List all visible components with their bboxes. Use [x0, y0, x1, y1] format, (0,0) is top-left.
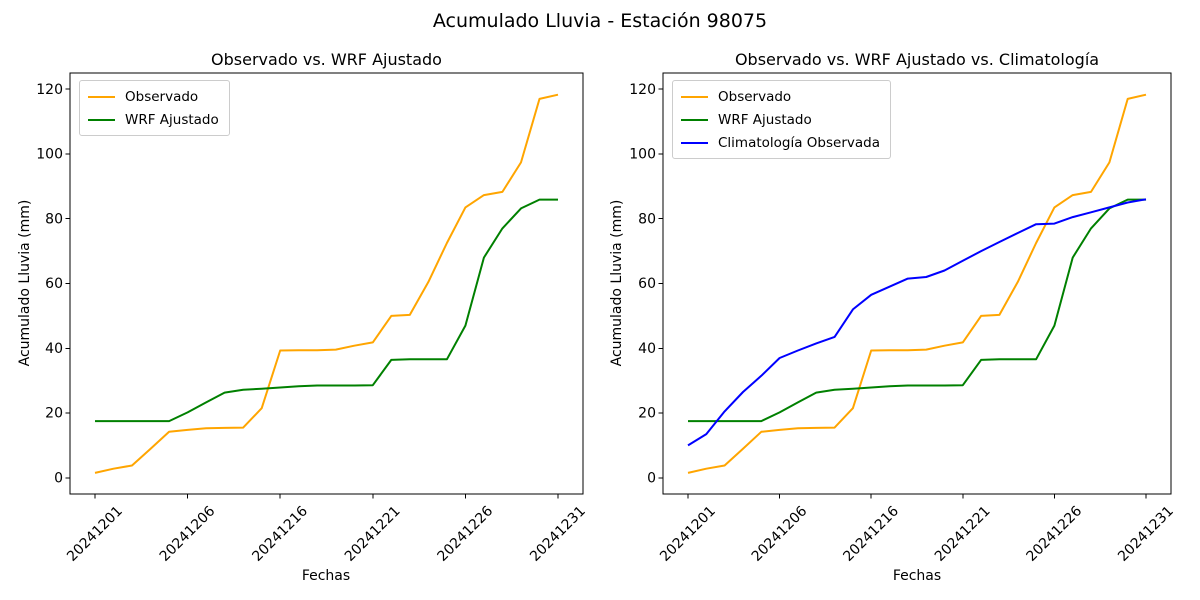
y-tick-label: 0: [54, 471, 63, 487]
legend-entry: Observado: [88, 86, 219, 107]
x-tick-label: 20241221: [342, 503, 404, 565]
axes-frame: [69, 72, 584, 495]
left-x-axis-label: Fechas: [301, 568, 351, 584]
y-tick-label: 80: [45, 211, 63, 227]
legend-entry: Climatología Observada: [681, 132, 880, 153]
legend-label: WRF Ajustado: [718, 111, 812, 128]
figure-title: Acumulado Lluvia - Estación 98075: [432, 10, 768, 32]
x-tick-label: 20241206: [749, 503, 811, 565]
x-tick-label: 20241231: [1115, 503, 1177, 565]
y-tick-label: 100: [36, 147, 63, 163]
wrf-line-sample: [88, 118, 115, 121]
x-tick-label: 20241201: [64, 503, 126, 565]
y-tick-label: 120: [629, 82, 656, 98]
y-tick-label: 40: [45, 341, 63, 357]
x-tick-label: 20241221: [932, 503, 994, 565]
y-tick-label: 0: [647, 471, 656, 487]
legend-entry: WRF Ajustado: [681, 109, 880, 130]
legend-label: Observado: [125, 88, 199, 105]
legend-label: Observado: [718, 88, 792, 105]
right-y-axis-label: Acumulado Lluvia (mm): [609, 199, 625, 367]
series-line-observado: [687, 93, 1147, 474]
left-plot-title: Observado vs. WRF Ajustado: [211, 50, 442, 69]
y-tick-label: 20: [45, 406, 63, 422]
left-y-axis-label: Acumulado Lluvia (mm): [17, 199, 33, 367]
y-tick-label: 80: [638, 211, 656, 227]
series-line-wrf-ajustado: [688, 198, 1146, 423]
wrf-line-sample: [681, 118, 708, 121]
right-plot-title: Observado vs. WRF Ajustado vs. Climatolo…: [734, 50, 1100, 69]
climatologia-line-sample: [681, 141, 708, 144]
x-tick-label: 20241231: [527, 503, 589, 565]
y-tick-label: 100: [629, 147, 656, 163]
y-tick-label: 40: [638, 341, 656, 357]
observado-line-sample: [681, 95, 708, 98]
series-line-observado: [94, 93, 559, 474]
y-tick-label: 120: [36, 82, 63, 98]
left-legend: Observado WRF Ajustado: [79, 80, 230, 136]
left-plot: 0 20 40 60 80 100 120 20241201 20241206 20241216 2…: [36, 72, 589, 565]
observado-line-sample: [88, 95, 115, 98]
x-tick-label: 20241226: [435, 503, 497, 565]
series-line-wrf-ajustado: [95, 198, 558, 423]
y-tick-label: 20: [638, 406, 656, 422]
legend-label: WRF Ajustado: [125, 111, 219, 128]
legend-entry: Observado: [681, 86, 880, 107]
y-tick-label: 60: [638, 276, 656, 292]
right-legend: Observado WRF Ajustado Climatología Obse…: [672, 80, 891, 159]
legend-entry: WRF Ajustado: [88, 109, 219, 130]
y-tick-label: 60: [45, 276, 63, 292]
x-tick-label: 20241206: [157, 503, 219, 565]
x-tick-label: 20241226: [1024, 503, 1086, 565]
series-line-climatolog-a-observada: [687, 198, 1147, 447]
legend-label: Climatología Observada: [718, 134, 880, 151]
x-tick-label: 20241201: [657, 503, 719, 565]
x-tick-label: 20241216: [249, 503, 311, 565]
right-x-axis-label: Fechas: [892, 568, 942, 584]
x-tick-label: 20241216: [840, 503, 902, 565]
